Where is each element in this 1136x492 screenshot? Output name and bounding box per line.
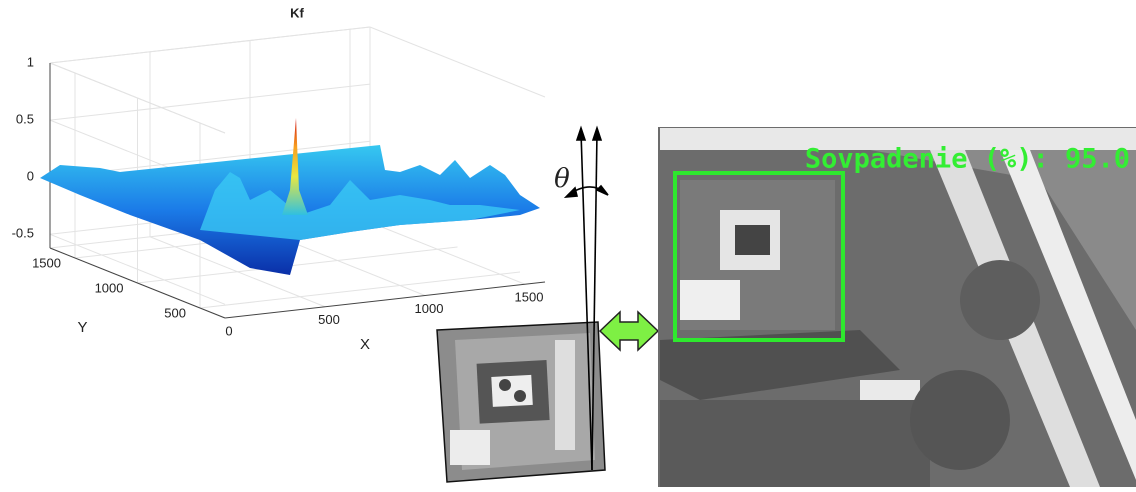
grid-line <box>138 247 458 283</box>
rotation-symbol: θ <box>554 164 570 194</box>
x-tick-label: 1500 <box>515 290 544 305</box>
figure: 1 0.5 0 -0.5 0 500 1000 1500 500 1000 1500 X Y Kf θ <box>0 0 1136 487</box>
x-axis-label: X <box>360 336 370 353</box>
y-tick-label: 1500 <box>32 255 61 270</box>
grid-line <box>50 27 370 63</box>
surface-plot: 1 0.5 0 -0.5 0 500 1000 1500 500 1000 1500 X Y <box>12 27 545 353</box>
match-text: Sovpadenie (%): 95.0 <box>805 144 1130 175</box>
z-tick-label: 0 <box>27 169 34 184</box>
x-tick-label: 0 <box>225 323 232 338</box>
reference-image <box>658 127 1136 487</box>
y-axis-label: Y <box>77 319 87 336</box>
z-tick-label: -0.5 <box>12 226 34 241</box>
z-tick-label: 1 <box>27 54 34 69</box>
plot-title: Kf <box>290 5 304 20</box>
query-image <box>437 322 605 482</box>
z-tick-label: 0.5 <box>16 112 34 127</box>
x-tick-label: 500 <box>318 312 340 327</box>
y-tick-label: 500 <box>164 305 186 320</box>
match-arrow <box>600 312 658 350</box>
y-tick-label: 1000 <box>95 280 124 295</box>
box-edge <box>370 27 545 97</box>
x-tick-label: 1000 <box>415 301 444 316</box>
grid-line <box>50 84 370 120</box>
